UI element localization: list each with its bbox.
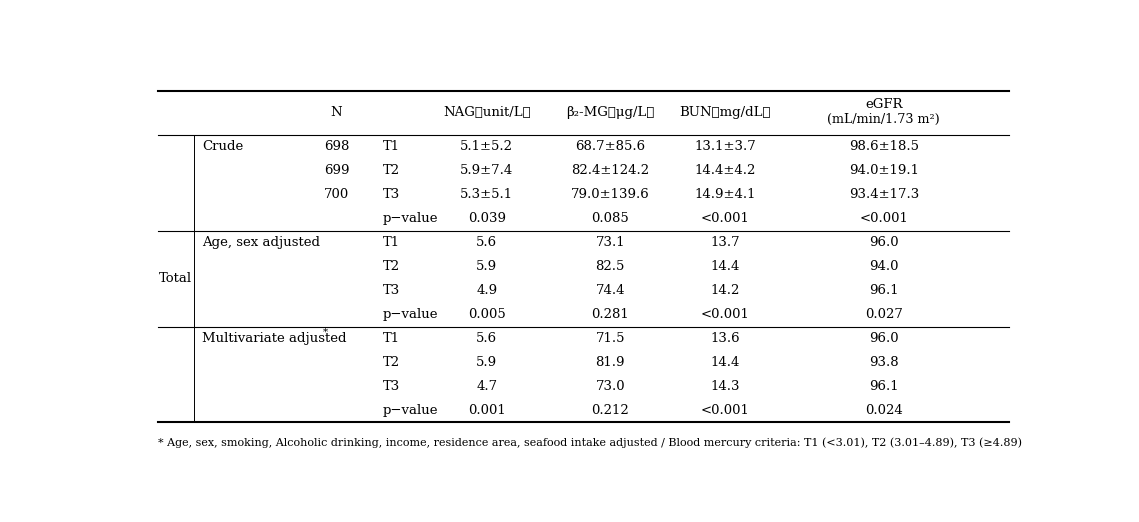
Text: 96.1: 96.1 [869, 284, 899, 297]
Text: 4.9: 4.9 [476, 284, 498, 297]
Text: 13.7: 13.7 [710, 236, 740, 250]
Text: (mL/min/1.73 m²): (mL/min/1.73 m²) [828, 113, 940, 126]
Text: 14.4: 14.4 [711, 260, 739, 273]
Text: <0.001: <0.001 [860, 212, 908, 226]
Text: 93.4±17.3: 93.4±17.3 [849, 188, 919, 201]
Text: 0.212: 0.212 [591, 404, 629, 417]
Text: NAG（unit/L）: NAG（unit/L） [443, 106, 531, 120]
Text: 0.039: 0.039 [468, 212, 506, 226]
Text: 94.0±19.1: 94.0±19.1 [849, 164, 919, 177]
Text: 68.7±85.6: 68.7±85.6 [575, 140, 646, 153]
Text: 0.027: 0.027 [865, 308, 903, 321]
Text: T3: T3 [383, 284, 400, 297]
Text: 93.8: 93.8 [869, 356, 899, 369]
Text: 14.4±4.2: 14.4±4.2 [695, 164, 755, 177]
Text: 699: 699 [323, 164, 350, 177]
Text: 5.9±7.4: 5.9±7.4 [460, 164, 514, 177]
Text: T1: T1 [383, 332, 400, 345]
Text: <0.001: <0.001 [700, 308, 749, 321]
Text: β₂-MG（μg/L）: β₂-MG（μg/L） [566, 106, 655, 120]
Text: N: N [330, 106, 343, 120]
Text: 4.7: 4.7 [476, 380, 498, 393]
Text: 14.4: 14.4 [711, 356, 739, 369]
Text: 71.5: 71.5 [596, 332, 625, 345]
Text: Age, sex adjusted: Age, sex adjusted [203, 236, 320, 250]
Text: *: * [322, 328, 328, 337]
Text: T3: T3 [383, 188, 400, 201]
Text: 82.4±124.2: 82.4±124.2 [571, 164, 649, 177]
Text: 79.0±139.6: 79.0±139.6 [571, 188, 649, 201]
Text: 73.1: 73.1 [596, 236, 625, 250]
Text: Multivariate adjusted: Multivariate adjusted [203, 332, 347, 345]
Text: p−value: p−value [383, 212, 439, 226]
Text: <0.001: <0.001 [700, 212, 749, 226]
Text: 98.6±18.5: 98.6±18.5 [849, 140, 919, 153]
Text: Crude: Crude [203, 140, 244, 153]
Text: 0.024: 0.024 [865, 404, 903, 417]
Text: 0.281: 0.281 [591, 308, 629, 321]
Text: eGFR: eGFR [866, 98, 902, 111]
Text: 700: 700 [323, 188, 350, 201]
Text: 0.005: 0.005 [468, 308, 506, 321]
Text: 96.0: 96.0 [869, 236, 899, 250]
Text: 5.9: 5.9 [476, 356, 498, 369]
Text: 73.0: 73.0 [596, 380, 625, 393]
Text: 0.001: 0.001 [468, 404, 506, 417]
Text: 5.1±5.2: 5.1±5.2 [460, 140, 514, 153]
Text: T2: T2 [383, 164, 400, 177]
Text: T2: T2 [383, 356, 400, 369]
Text: 74.4: 74.4 [596, 284, 625, 297]
Text: 14.9±4.1: 14.9±4.1 [695, 188, 755, 201]
Text: 5.3±5.1: 5.3±5.1 [460, 188, 514, 201]
Text: 96.0: 96.0 [869, 332, 899, 345]
Text: 14.3: 14.3 [711, 380, 739, 393]
Text: 5.9: 5.9 [476, 260, 498, 273]
Text: 82.5: 82.5 [596, 260, 625, 273]
Text: 0.085: 0.085 [591, 212, 629, 226]
Text: Total: Total [159, 272, 192, 285]
Text: 81.9: 81.9 [596, 356, 625, 369]
Text: T1: T1 [383, 236, 400, 250]
Text: 5.6: 5.6 [476, 236, 498, 250]
Text: 698: 698 [323, 140, 350, 153]
Text: * Age, sex, smoking, Alcoholic drinking, income, residence area, seafood intake : * Age, sex, smoking, Alcoholic drinking,… [158, 437, 1023, 448]
Text: 96.1: 96.1 [869, 380, 899, 393]
Text: T2: T2 [383, 260, 400, 273]
Text: 13.1±3.7: 13.1±3.7 [694, 140, 756, 153]
Text: 14.2: 14.2 [711, 284, 739, 297]
Text: T3: T3 [383, 380, 400, 393]
Text: p−value: p−value [383, 404, 439, 417]
Text: <0.001: <0.001 [700, 404, 749, 417]
Text: BUN（mg/dL）: BUN（mg/dL） [679, 106, 771, 120]
Text: 94.0: 94.0 [869, 260, 899, 273]
Text: 13.6: 13.6 [710, 332, 740, 345]
Text: p−value: p−value [383, 308, 439, 321]
Text: 5.6: 5.6 [476, 332, 498, 345]
Text: T1: T1 [383, 140, 400, 153]
